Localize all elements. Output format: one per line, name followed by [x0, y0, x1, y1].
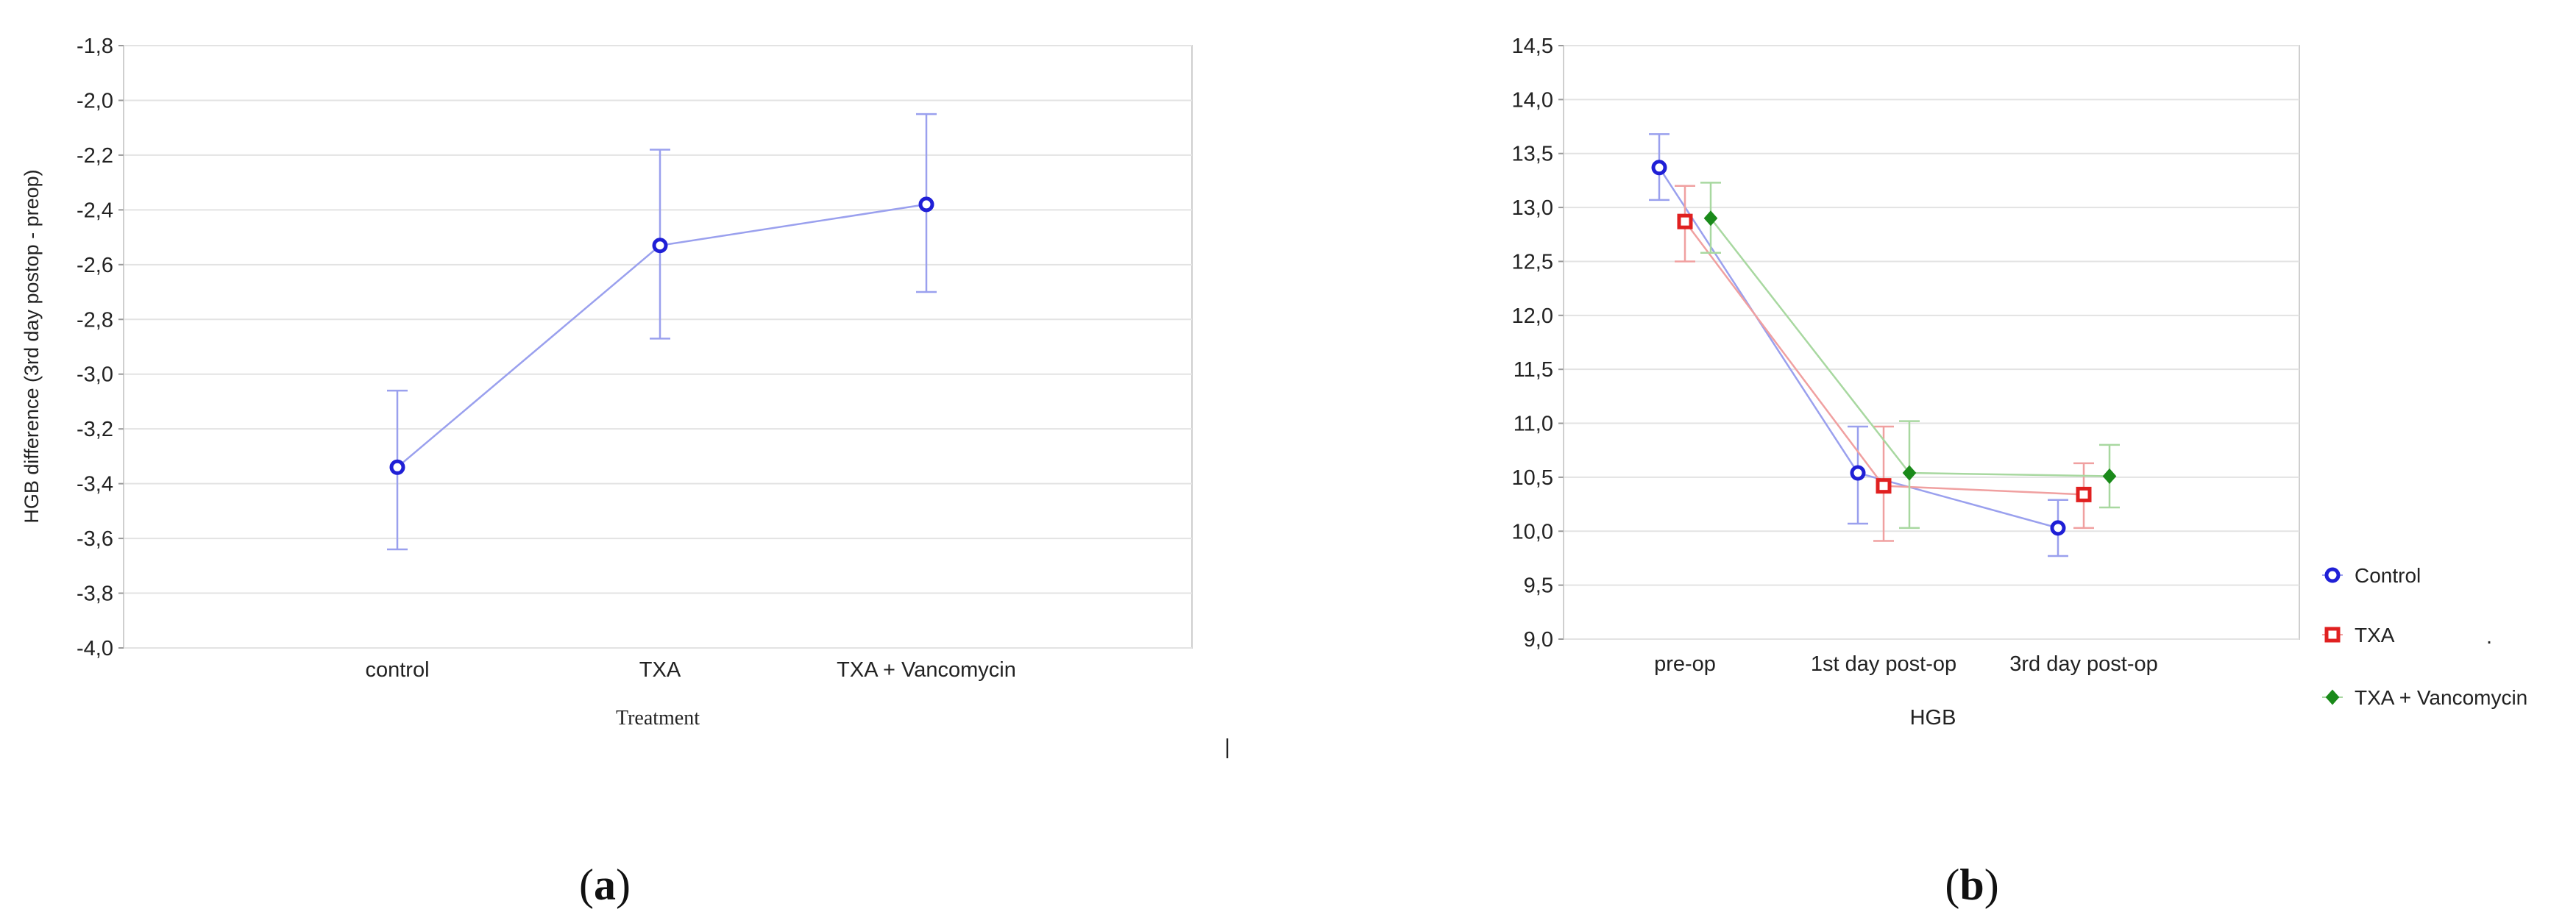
y-tick-label: -1,8: [77, 35, 113, 58]
chart-a-stray-mark: |: [1224, 735, 1230, 759]
chart-a-plot-area: [123, 45, 1193, 649]
y-tick-label: 9,5: [1524, 574, 1553, 598]
x-tick-label: 3rd day post-op: [2009, 652, 2158, 676]
data-point: [1876, 478, 1892, 494]
y-tick-label: -3,8: [77, 582, 113, 606]
y-tick-label: -2,6: [77, 254, 113, 277]
data-point: [918, 196, 934, 213]
data-point: [1902, 465, 1917, 481]
legend-item: TXA + Vancomycin: [2322, 686, 2527, 709]
legend-marker: [2324, 567, 2341, 583]
y-tick-label: 12,0: [1512, 304, 1553, 328]
legend-label: TXA: [2355, 624, 2395, 646]
chart-b: 14,5 14,0 13,5 13,0 12,5 12,0 11,5 11,0 10,5 10,0…: [1512, 35, 2528, 909]
y-tick-label: -4,0: [77, 637, 113, 660]
panel-label-b: (b): [1945, 860, 1998, 909]
chart-b-stray-mark: .: [2486, 625, 2492, 649]
y-tick-label: -3,0: [77, 363, 113, 387]
legend-label: Control: [2355, 564, 2421, 587]
chart-a-y-ticks: -1,8 -2,0 -2,2 -2,4 -2,6 -2,8 -3,0 -3,2 -3,4 -3,6…: [77, 35, 124, 660]
y-tick-label: 11,5: [1514, 358, 1553, 382]
y-tick-label: -2,2: [77, 144, 113, 168]
chart-b-series: [1649, 133, 2120, 557]
legend-label: TXA + Vancomycin: [2355, 686, 2527, 709]
data-point: [389, 459, 405, 475]
x-tick-label: pre-op: [1654, 652, 1716, 676]
panel-label-a: (a): [579, 860, 631, 909]
y-tick-label: 10,5: [1512, 466, 1553, 490]
y-tick-label: 9,0: [1524, 628, 1553, 652]
chart-a-series: [387, 113, 937, 551]
y-tick-label: -3,4: [77, 473, 113, 496]
y-tick-label: 13,0: [1512, 196, 1553, 220]
data-point: [1703, 210, 1718, 227]
data-point: [652, 238, 668, 254]
y-tick-label: 10,0: [1512, 520, 1553, 544]
chart-a-gridlines: [124, 45, 1192, 649]
data-point: [2076, 486, 2092, 502]
data-point: [2102, 468, 2117, 484]
legend-item: Control: [2322, 564, 2421, 587]
chart-a-x-axis-label: Treatment: [616, 707, 700, 730]
y-tick-label: -2,4: [77, 199, 113, 222]
data-point: [1850, 465, 1866, 481]
chart-b-x-ticks: pre-op 1st day post-op 3rd day post-op: [1654, 652, 2158, 676]
y-tick-label: 12,5: [1512, 250, 1553, 274]
data-point: [1677, 213, 1693, 229]
data-point: [2050, 520, 2066, 536]
legend-item: TXA: [2322, 624, 2395, 646]
y-tick-label: 11,0: [1514, 413, 1553, 436]
chart-b-gridlines: [1564, 45, 2299, 640]
y-tick-label: 13,5: [1512, 143, 1553, 166]
y-tick-label: -2,0: [77, 89, 113, 113]
chart-b-y-ticks: 14,5 14,0 13,5 13,0 12,5 12,0 11,5 11,0 10,5 10,0…: [1512, 35, 1564, 652]
y-tick-label: 14,0: [1512, 88, 1553, 112]
x-tick-label: control: [365, 658, 429, 682]
chart-a-y-axis-label: HGB difference (3rd day postop - preop): [21, 169, 43, 523]
data-point: [1651, 160, 1667, 176]
x-tick-label: TXA + Vancomycin: [837, 658, 1016, 682]
legend-marker: [2324, 627, 2341, 643]
legend-marker: [2325, 689, 2340, 705]
chart-a-x-ticks: control TXA TXA + Vancomycin: [365, 658, 1015, 682]
chart-b-x-axis-label: HGB: [1910, 706, 1956, 730]
chart-b-plot-area: [1563, 45, 2300, 640]
y-tick-label: -3,6: [77, 527, 113, 551]
x-tick-label: 1st day post-op: [1811, 652, 1956, 676]
chart-a: -1,8 -2,0 -2,2 -2,4 -2,6 -2,8 -3,0 -3,2 -3,4 -3,6…: [21, 35, 1230, 909]
x-tick-label: TXA: [639, 658, 681, 682]
chart-b-legend: Control TXA TXA + Vancomycin: [2322, 564, 2527, 709]
y-tick-label: -2,8: [77, 308, 113, 332]
y-tick-label: 14,5: [1512, 35, 1553, 58]
y-tick-label: -3,2: [77, 418, 113, 441]
